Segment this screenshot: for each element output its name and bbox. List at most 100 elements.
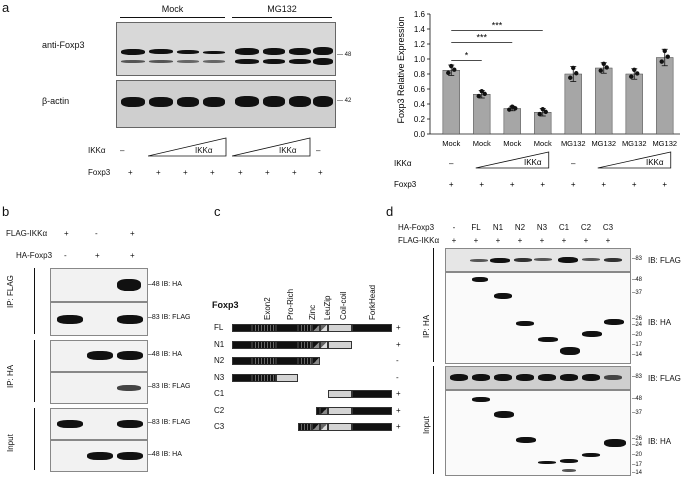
construct-domain-segment (328, 423, 352, 431)
construct-label-c2: C2 (214, 405, 225, 415)
construct-domain-segment (276, 357, 298, 365)
chart-ytick-label: 1.4 (414, 25, 426, 34)
a-foxp3-plus-5: + (238, 168, 243, 177)
chart-data-point (629, 74, 634, 79)
chart-bar (442, 70, 460, 135)
d-flag-plus: + (583, 236, 589, 245)
construct-label-c1: C1 (214, 389, 225, 398)
b-ib-1: –48 IB: HA (148, 281, 182, 288)
chart-data-point (476, 93, 481, 99)
b-blot-2 (50, 302, 148, 336)
construct-domain-segment (328, 406, 352, 415)
chart-data-point (635, 71, 640, 76)
b-ib-5: –83 IB: FLAG (148, 419, 191, 426)
construct-domain-segment (298, 340, 312, 349)
chart-ylabel: Foxp3 Relative Expression (396, 16, 406, 123)
construct-domain-segment (352, 390, 392, 398)
construct-domain-segment (232, 373, 252, 382)
chart-ytick-label: 0.4 (414, 100, 426, 109)
chart-data-point (543, 109, 548, 115)
chart-data-point (449, 63, 454, 69)
d-mw-flag2: –83 (632, 374, 643, 380)
construct-domain-segment (312, 357, 320, 365)
d-mw-ha-input: –48 (632, 396, 643, 402)
chart-category-label: Mock (442, 139, 460, 148)
chart-data-point (452, 67, 457, 72)
construct-domain-segment (232, 357, 252, 365)
chart-data-point (568, 75, 573, 80)
construct-result-c3: + (396, 422, 401, 431)
b-ib-6: –48 IB: HA (148, 451, 182, 458)
chart-category-label: MG132 (652, 139, 677, 148)
chart-bar (595, 67, 613, 135)
construct-domain-segment (276, 324, 298, 332)
c-domain-exon2: Exon2 (263, 297, 272, 320)
a-ikka-wedge-label-2: IKKα (279, 146, 297, 155)
b-ha-1: - (64, 251, 67, 260)
chart-foxp3-plus: + (601, 180, 606, 189)
d-ib-flag-2: IB: FLAG (648, 374, 681, 383)
blot-actin-a (116, 80, 336, 128)
d-flag-plus: + (451, 236, 457, 245)
d-flag-ikka-label: FLAG-IKKα (398, 236, 440, 245)
d-ib-flag-1: IB: FLAG (648, 256, 681, 265)
construct-domain-segment (298, 423, 312, 431)
chart-category-label: Mock (503, 139, 521, 148)
chart-ikka-dash-2: – (571, 159, 576, 168)
c-domain-forkhead: ForkHead (368, 284, 377, 320)
d-flag-plus: + (539, 236, 545, 245)
a-foxp3-plus-6: + (265, 168, 270, 177)
b-blot-5 (50, 408, 148, 440)
a-ikka-wedge-2 (232, 137, 311, 157)
construct-domain-segment (312, 423, 320, 431)
panel-label-d: d (386, 204, 394, 219)
construct-domain-segment (232, 340, 252, 349)
a-ikka-wedge-label-1: IKKα (195, 146, 213, 155)
construct-domain-segment (298, 357, 312, 365)
chart-foxp3-plus: + (479, 180, 484, 189)
construct-domain-segment (252, 340, 276, 349)
chart-foxp3-plus: + (571, 180, 576, 189)
chart-ytick-label: 0.0 (414, 130, 426, 139)
d-mw-ha-input: –20 (632, 452, 643, 458)
chart-category-label: MG132 (561, 139, 586, 148)
d-flag-plus: + (561, 236, 567, 245)
d-lane-label: N1 (492, 223, 504, 232)
d-mw-ha-ip: –24 (632, 322, 643, 328)
row-label-foxp3: anti-Foxp3 (42, 40, 85, 50)
chart-foxp3-plus: + (449, 180, 454, 189)
panel-label-b: b (2, 204, 10, 219)
group-mock-label: Mock (161, 4, 184, 14)
construct-domain-segment (312, 324, 320, 332)
d-blot-flag-input (445, 366, 631, 390)
chart-category-label: Mock (534, 139, 552, 148)
chart-data-point (665, 54, 670, 59)
c-domain-leuzip: LeuZip (323, 295, 332, 320)
chart-foxp3-plus: + (662, 180, 667, 189)
chart-ytick-label: 1.0 (414, 55, 426, 64)
group-mg132-label: MG132 (267, 4, 297, 14)
blot-foxp3-a (116, 22, 336, 76)
a-foxp3-plus-7: + (292, 168, 297, 177)
chart-significance-label: *** (476, 33, 487, 43)
chart-ikka-wedge-label: IKKα (646, 158, 664, 167)
d-lane-label: - (452, 223, 456, 232)
mw-42-a: — 42 (337, 98, 352, 104)
chart-data-point (659, 59, 664, 64)
b-ha-foxp3-label: HA-Foxp3 (16, 251, 53, 260)
d-bracket-input (433, 366, 434, 474)
chart-foxp3-plus: + (632, 180, 637, 189)
chart-foxp3-label: Foxp3 (394, 180, 417, 189)
chart-data-point (598, 68, 603, 73)
d-lane-label: N3 (536, 223, 548, 232)
construct-domain-segment (352, 423, 392, 431)
d-mw-ha-input: –26 (632, 436, 643, 442)
b-blot-1 (50, 268, 148, 302)
a-foxp3-plus-4: + (210, 168, 215, 177)
chart-ikka-wedge-label: IKKα (524, 158, 542, 167)
chart-foxp3-plus: + (540, 180, 545, 189)
b-input-label: Input (6, 434, 15, 452)
construct-result-fl: + (396, 323, 401, 332)
chart-data-point (507, 107, 512, 112)
group-mg132-line (232, 17, 332, 18)
